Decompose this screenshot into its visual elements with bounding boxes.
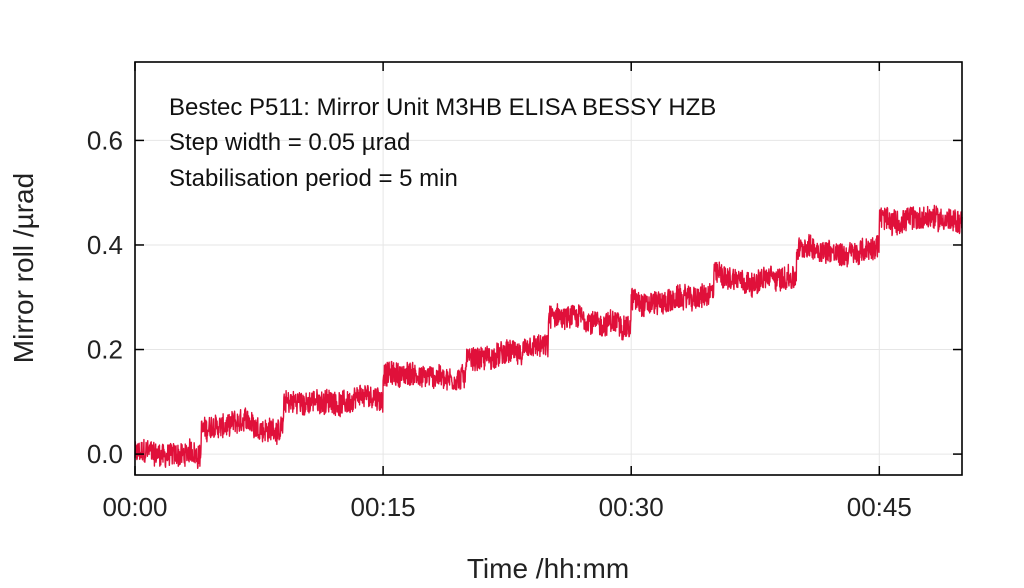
grid-lines [134, 62, 962, 475]
x-axis-label: Time /hh:mm [467, 553, 629, 584]
x-tick-label: 00:15 [351, 492, 416, 522]
y-tick-label: 0.6 [87, 125, 123, 155]
x-tick-label: 00:45 [847, 492, 912, 522]
x-tick-label: 00:30 [599, 492, 664, 522]
axis-ticks [134, 62, 962, 475]
plot-frame [134, 61, 963, 476]
series-lines [134, 204, 963, 470]
x-tick-label: 00:00 [102, 492, 167, 522]
tick-labels: 00:00 00:15 00:30 00:45 0.0 0.2 0.4 0.6 [87, 125, 912, 522]
y-axis-label: Mirror roll /µrad [8, 173, 39, 363]
annotation-line-1: Bestec P511: Mirror Unit M3HB ELISA BESS… [169, 94, 716, 121]
y-tick-label: 0.4 [87, 230, 123, 260]
y-tick-label: 0.2 [87, 335, 123, 365]
y-tick-label: 0.0 [87, 439, 123, 469]
series-line-0 [134, 204, 963, 470]
annotation-line-3: Stabilisation period = 5 min [169, 165, 458, 192]
annotation-line-2: Step width = 0.05 µrad [169, 129, 410, 156]
